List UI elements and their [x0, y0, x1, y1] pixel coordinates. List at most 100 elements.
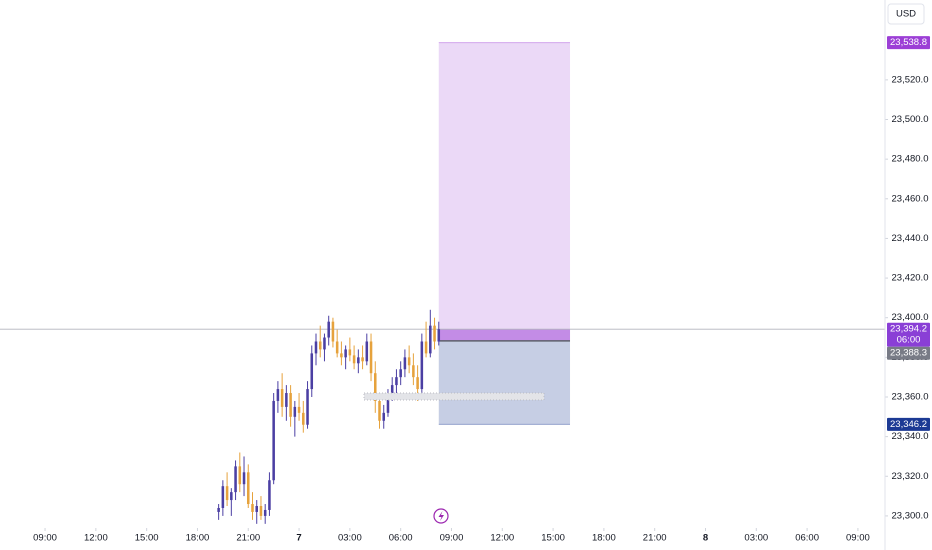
candle-body: [348, 349, 352, 356]
x-tick-label: 09:00: [33, 533, 57, 544]
y-tick-label: 23,360.0: [892, 392, 929, 403]
target-zone: [438, 42, 571, 341]
candle-body: [390, 385, 394, 394]
x-tick-label: 03:00: [744, 533, 768, 544]
x-tick-label: 09:00: [846, 533, 870, 544]
range-drawing: [363, 392, 545, 401]
candle-body: [407, 357, 411, 366]
x-tick-label: 18:00: [592, 533, 616, 544]
candle-body: [361, 357, 364, 362]
candle-body: [255, 506, 258, 512]
candle-body: [412, 365, 415, 378]
alert-bolt: [438, 511, 444, 521]
currency: USD: [896, 9, 916, 20]
candle-body: [378, 400, 381, 421]
candle-body: [416, 377, 419, 390]
candle-body: [251, 504, 254, 512]
candle-body: [297, 406, 301, 413]
stop-zone: [438, 340, 571, 425]
price-tag-label: 23,538.8: [890, 37, 927, 48]
y-tick-label: 23,400.0: [892, 312, 929, 323]
y-tick-label: 23,420.0: [892, 273, 929, 284]
y-tick-label: 23,320.0: [892, 471, 929, 482]
y-tick-label: 23,480.0: [892, 154, 929, 165]
candle-body: [344, 349, 347, 358]
candle-body: [365, 341, 369, 362]
candle-body: [225, 486, 229, 501]
candle-body: [221, 486, 225, 508]
candle-body: [234, 466, 237, 493]
candle-body: [357, 357, 360, 364]
x-tick-label: 12:00: [490, 533, 514, 544]
candle-body: [285, 393, 288, 407]
price-tag-label: 23,388.3: [890, 348, 927, 359]
candle-body: [289, 393, 292, 417]
candle-body: [403, 357, 407, 370]
x-tick-label: 18:00: [186, 533, 210, 544]
candle-body: [399, 369, 402, 378]
price-tag: [887, 417, 930, 431]
candle-body: [429, 325, 432, 354]
y-tick-label: 23,460.0: [892, 193, 929, 204]
x-tick-label: 09:00: [440, 533, 464, 544]
candle-body: [217, 507, 220, 512]
x-tick-label: 21:00: [643, 533, 667, 544]
x-tick-label: 8: [703, 533, 708, 544]
candle-body: [293, 406, 297, 417]
candle-body: [331, 321, 335, 342]
currency-box[interactable]: [887, 3, 925, 25]
candle-body: [386, 393, 390, 413]
x-tick-label: 06:00: [795, 533, 819, 544]
x-tick-label: 15:00: [541, 533, 565, 544]
candle-body: [327, 321, 330, 338]
x-tick-label: 7: [296, 533, 301, 544]
candle-body: [369, 341, 373, 374]
candle-body: [246, 472, 250, 505]
y-tick-label: 23,440.0: [892, 233, 929, 244]
price-tag-label: 23,346.2: [890, 419, 927, 430]
candle-body: [259, 506, 263, 516]
candle-body: [382, 412, 386, 421]
candle-body: [310, 353, 314, 390]
y-tick-label: 23,500.0: [892, 114, 929, 125]
candle-body: [335, 341, 339, 354]
range-box: [363, 392, 545, 401]
candle-body: [437, 329, 441, 342]
candle-body: [395, 377, 398, 386]
x-tick-label: 12:00: [84, 533, 108, 544]
candle-body: [433, 325, 436, 342]
candle-body: [420, 341, 424, 390]
price-tag: [887, 322, 930, 347]
x-tick-label: 03:00: [338, 533, 362, 544]
price-tag: [887, 36, 930, 50]
candle-body: [306, 389, 309, 425]
candle-body: [263, 509, 267, 516]
y-tick-label: 23,340.0: [892, 431, 929, 442]
candle-body: [318, 341, 322, 350]
candle-body: [238, 466, 242, 485]
price-tag-countdown: 06:00: [897, 335, 921, 346]
y-tick-label: 23,300.0: [892, 510, 929, 521]
candle-body: [268, 480, 271, 510]
y-tick-label: 23,520.0: [892, 74, 929, 85]
candle-body: [230, 492, 233, 501]
x-tick-label: 15:00: [135, 533, 159, 544]
candle-body: [242, 472, 246, 485]
open-profit: [438, 329, 571, 341]
x-tick-label: 21:00: [236, 533, 260, 544]
candle-body: [340, 353, 343, 358]
candle-body: [280, 389, 284, 407]
candle-body: [302, 412, 305, 425]
candle-body: [352, 355, 356, 364]
price-tag-label: 23,394.2: [890, 324, 927, 335]
candle-body: [272, 400, 275, 481]
price-tag: [887, 346, 930, 360]
x-tick-label: 06:00: [389, 533, 413, 544]
candle-body: [424, 341, 428, 354]
alert-icon[interactable]: [433, 508, 449, 524]
candle-body: [276, 389, 280, 401]
candle-body: [373, 373, 377, 401]
